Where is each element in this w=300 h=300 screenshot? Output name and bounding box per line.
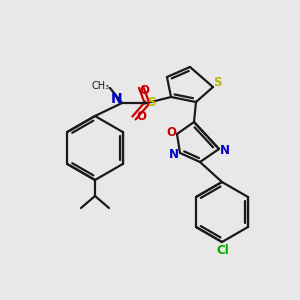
Text: O: O — [136, 110, 146, 122]
Text: S: S — [147, 97, 155, 110]
Text: N: N — [111, 92, 123, 106]
Text: N: N — [169, 148, 179, 160]
Text: N: N — [220, 143, 230, 157]
Text: CH₃: CH₃ — [92, 81, 110, 91]
Text: Cl: Cl — [217, 244, 230, 257]
Text: O: O — [166, 127, 176, 140]
Text: O: O — [139, 83, 149, 97]
Text: S: S — [213, 76, 221, 89]
